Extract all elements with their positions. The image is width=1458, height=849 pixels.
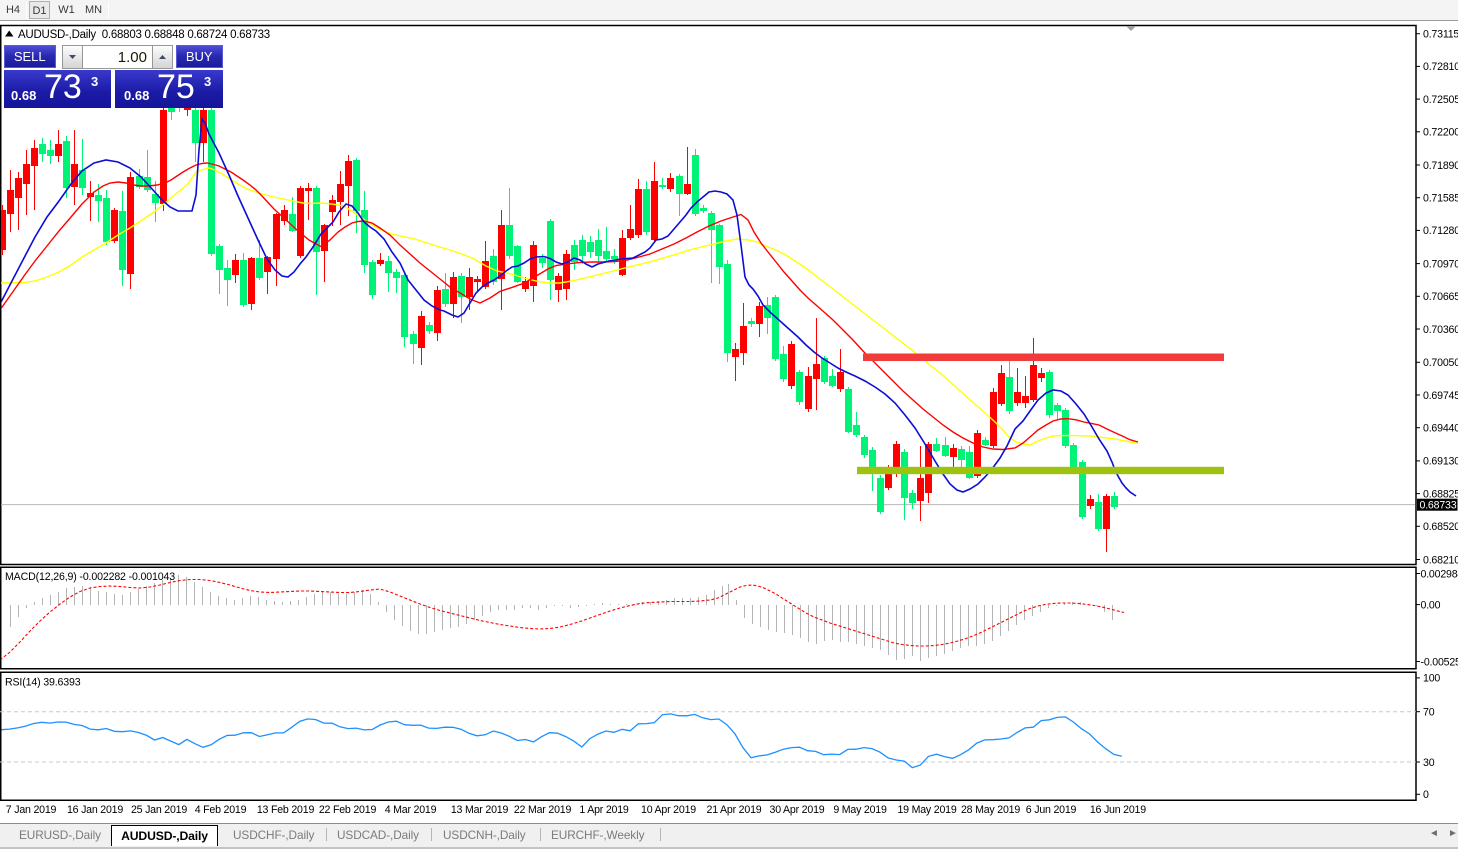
- svg-text:0.002984: 0.002984: [1421, 568, 1458, 580]
- svg-text:0.68520: 0.68520: [1423, 521, 1458, 533]
- svg-text:13 Feb 2019: 13 Feb 2019: [257, 804, 315, 816]
- svg-text:28 May 2019: 28 May 2019: [961, 804, 1020, 816]
- svg-text:1 Apr 2019: 1 Apr 2019: [579, 804, 629, 816]
- svg-text:0.68210: 0.68210: [1423, 554, 1458, 566]
- svg-text:30 Apr 2019: 30 Apr 2019: [770, 804, 825, 816]
- svg-text:0.69130: 0.69130: [1423, 456, 1458, 468]
- svg-text:0.69440: 0.69440: [1423, 423, 1458, 435]
- svg-text:100: 100: [1423, 673, 1440, 685]
- svg-text:0.73115: 0.73115: [1423, 29, 1458, 41]
- svg-text:RSI(14) 39.6393: RSI(14) 39.6393: [5, 677, 81, 689]
- svg-text:0.70970: 0.70970: [1423, 258, 1458, 270]
- svg-text:13 Mar 2019: 13 Mar 2019: [451, 804, 509, 816]
- svg-text:70: 70: [1423, 707, 1435, 719]
- svg-text:0.70665: 0.70665: [1423, 291, 1458, 303]
- svg-text:0.72810: 0.72810: [1423, 61, 1458, 73]
- svg-text:9 May 2019: 9 May 2019: [833, 804, 887, 816]
- svg-text:16 Jun 2019: 16 Jun 2019: [1090, 804, 1146, 816]
- svg-text:21 Apr 2019: 21 Apr 2019: [707, 804, 762, 816]
- svg-text:0.69745: 0.69745: [1423, 390, 1458, 402]
- svg-text:0.72505: 0.72505: [1423, 94, 1458, 106]
- svg-text:0.00: 0.00: [1421, 599, 1441, 611]
- svg-text:19 May 2019: 19 May 2019: [897, 804, 956, 816]
- svg-text:22 Mar 2019: 22 Mar 2019: [514, 804, 572, 816]
- svg-text:4 Mar 2019: 4 Mar 2019: [385, 804, 437, 816]
- svg-text:0.68733: 0.68733: [1420, 500, 1457, 512]
- svg-text:7 Jan 2019: 7 Jan 2019: [6, 804, 57, 816]
- svg-text:0.68825: 0.68825: [1423, 488, 1458, 500]
- svg-text:25 Jan 2019: 25 Jan 2019: [131, 804, 187, 816]
- svg-text:0.71585: 0.71585: [1423, 193, 1458, 205]
- svg-text:-0.005256: -0.005256: [1421, 656, 1458, 668]
- svg-text:0.70360: 0.70360: [1423, 324, 1458, 336]
- svg-text:16 Jan 2019: 16 Jan 2019: [67, 804, 123, 816]
- svg-text:30: 30: [1423, 757, 1435, 769]
- svg-text:0.71280: 0.71280: [1423, 225, 1458, 237]
- svg-text:22 Feb 2019: 22 Feb 2019: [319, 804, 377, 816]
- svg-text:MACD(12,26,9) -0.002282 -0.001: MACD(12,26,9) -0.002282 -0.001043: [5, 571, 175, 583]
- svg-text:AUDUSD-,Daily 0.68803 0.68848: AUDUSD-,Daily 0.68803 0.68848 0.68724 0.…: [18, 29, 270, 41]
- svg-text:10 Apr 2019: 10 Apr 2019: [641, 804, 696, 816]
- svg-text:6 Jun 2019: 6 Jun 2019: [1026, 804, 1077, 816]
- svg-text:0.70050: 0.70050: [1423, 357, 1458, 369]
- svg-text:4 Feb 2019: 4 Feb 2019: [195, 804, 247, 816]
- svg-text:0.72200: 0.72200: [1423, 127, 1458, 139]
- svg-text:0.71890: 0.71890: [1423, 160, 1458, 172]
- svg-text:0: 0: [1423, 789, 1429, 801]
